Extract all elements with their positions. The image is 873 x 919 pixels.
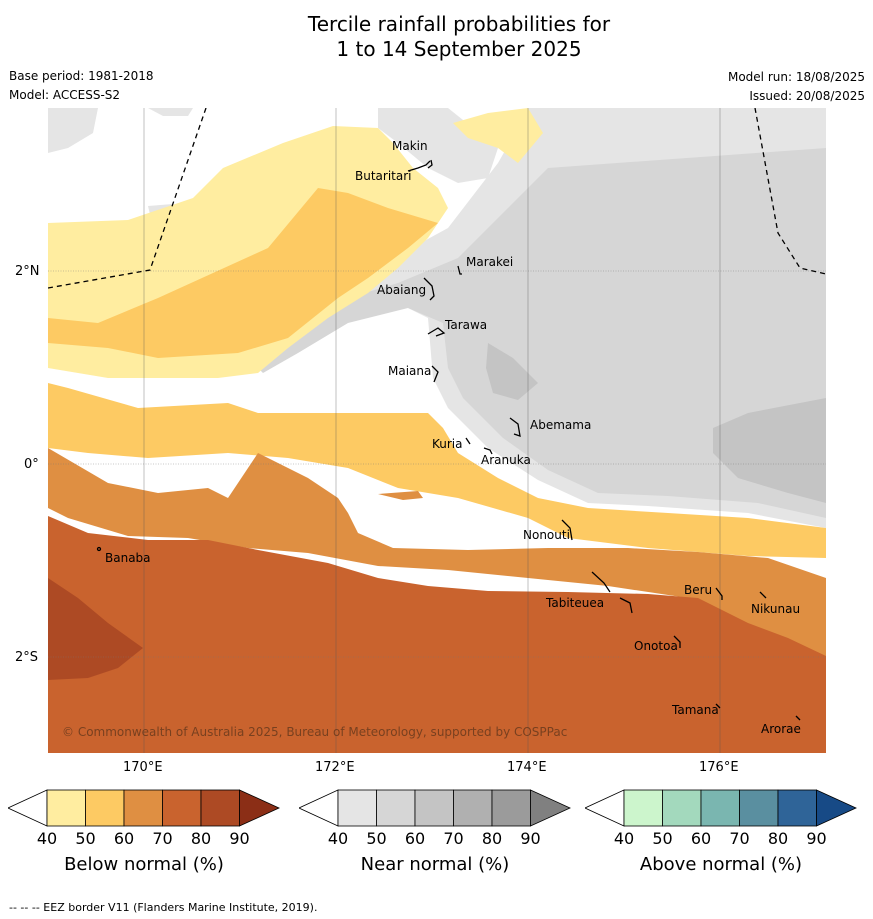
below-normal-60-blob: [378, 491, 423, 500]
lat-label-0: 0°: [24, 457, 39, 472]
colorbar-below: [8, 789, 280, 827]
island-tarawa: [427, 327, 446, 337]
above-tick-80: 80: [767, 829, 789, 848]
below-normal-40-north: [453, 108, 543, 163]
below-normal-60-region: [48, 448, 826, 668]
island-onotoa: [673, 635, 681, 648]
island-tabiteuea-n: [591, 571, 611, 593]
island-tabiteuea-s: [619, 597, 633, 614]
label-aranuka: Aranuka: [481, 453, 531, 467]
label-onotoa: Onotoa: [634, 639, 678, 653]
near-normal-nw-2: [148, 108, 193, 116]
title-line-2: 1 to 14 September 2025: [336, 37, 582, 61]
island-butaritari: [407, 160, 431, 172]
probability-map: Makin Butaritari Marakei Abaiang Tarawa …: [48, 108, 826, 753]
above-tick-50: 50: [652, 829, 673, 848]
above-tick-40: 40: [613, 829, 635, 848]
near-normal-60-region: [486, 343, 538, 400]
below-tick-40: 40: [36, 829, 58, 848]
island-marakei: [457, 265, 462, 275]
colorbar-near: [299, 789, 571, 827]
island-outlines: [96, 159, 801, 721]
colorbar-near-label: Near normal (%): [360, 854, 510, 875]
near-tick-80: 80: [481, 829, 503, 848]
label-banaba: Banaba: [105, 551, 151, 565]
near-tick-90: 90: [520, 829, 541, 848]
island-abaiang: [423, 277, 435, 301]
below-tick-90: 90: [229, 829, 250, 848]
near-normal-60-region-east: [713, 398, 826, 503]
label-abemama: Abemama: [530, 418, 591, 432]
copyright-text: © Commonwealth of Australia 2025, Bureau…: [62, 725, 567, 739]
colorbar-above-label: Above normal (%): [639, 854, 803, 875]
near-tick-40: 40: [327, 829, 349, 848]
lat-label-2n: 2°N: [15, 264, 40, 279]
near-tick-60: 60: [404, 829, 426, 848]
above-tick-90: 90: [806, 829, 827, 848]
below-tick-80: 80: [190, 829, 212, 848]
below-tick-50: 50: [75, 829, 96, 848]
label-abaiang: Abaiang: [377, 283, 426, 297]
lon-label-172: 172°E: [315, 760, 355, 775]
label-arorae: Arorae: [761, 722, 801, 736]
lon-label-176: 176°E: [699, 760, 739, 775]
label-marakei: Marakei: [466, 255, 513, 269]
label-nonouti: Nonouti: [523, 528, 570, 542]
colorbar-below-label: Below normal (%): [64, 854, 224, 875]
island-nonouti: [561, 519, 573, 541]
lat-label-2s: 2°S: [15, 650, 39, 665]
colorbar-above: [585, 789, 857, 827]
island-arorae: [795, 715, 801, 721]
label-nikunau: Nikunau: [751, 602, 800, 616]
below-normal-50-main: [48, 383, 826, 558]
above-tick-70: 70: [729, 829, 750, 848]
lon-label-170: 170°E: [123, 760, 163, 775]
island-banaba: [96, 546, 102, 552]
issued-text: Issued: 20/08/2025: [749, 89, 865, 103]
near-tick-50: 50: [366, 829, 387, 848]
label-tarawa: Tarawa: [444, 318, 487, 332]
below-tick-70: 70: [152, 829, 173, 848]
below-normal-70-region: [48, 516, 826, 753]
island-nikunau: [759, 591, 767, 599]
below-normal-50-region: [48, 188, 438, 358]
label-beru: Beru: [684, 583, 712, 597]
title-line-1: Tercile rainfall probabilities for: [307, 12, 611, 36]
eez-border-east: [754, 108, 826, 275]
eez-border-west: [48, 108, 207, 289]
island-abemama: [509, 417, 521, 437]
island-makin: [427, 159, 433, 169]
label-maiana: Maiana: [388, 364, 431, 378]
eez-legend-text: -- -- -- EEZ border V11 (Flanders Marine…: [9, 901, 318, 914]
island-aranuka: [483, 447, 493, 455]
below-normal-80-region: [48, 578, 143, 680]
model-run-text: Model run: 18/08/2025: [727, 70, 865, 84]
near-normal-50-region: [248, 148, 826, 518]
island-maiana: [431, 365, 439, 383]
label-tabiteuea: Tabiteuea: [545, 596, 604, 610]
island-beru: [715, 587, 723, 600]
label-kuria: Kuria: [432, 437, 463, 451]
base-period-text: Base period: 1981-2018: [9, 69, 154, 83]
above-tick-60: 60: [690, 829, 712, 848]
label-tamana: Tamana: [671, 703, 719, 717]
place-labels: Makin Butaritari Marakei Abaiang Tarawa …: [105, 139, 801, 736]
near-tick-70: 70: [443, 829, 464, 848]
island-kuria: [465, 437, 471, 445]
below-tick-60: 60: [113, 829, 135, 848]
model-text: Model: ACCESS-S2: [9, 88, 121, 102]
lon-label-174: 174°E: [507, 760, 547, 775]
label-makin: Makin: [392, 139, 428, 153]
label-butaritari: Butaritari: [355, 169, 412, 183]
near-normal-nw: [48, 108, 98, 153]
island-tamana: [715, 703, 721, 709]
